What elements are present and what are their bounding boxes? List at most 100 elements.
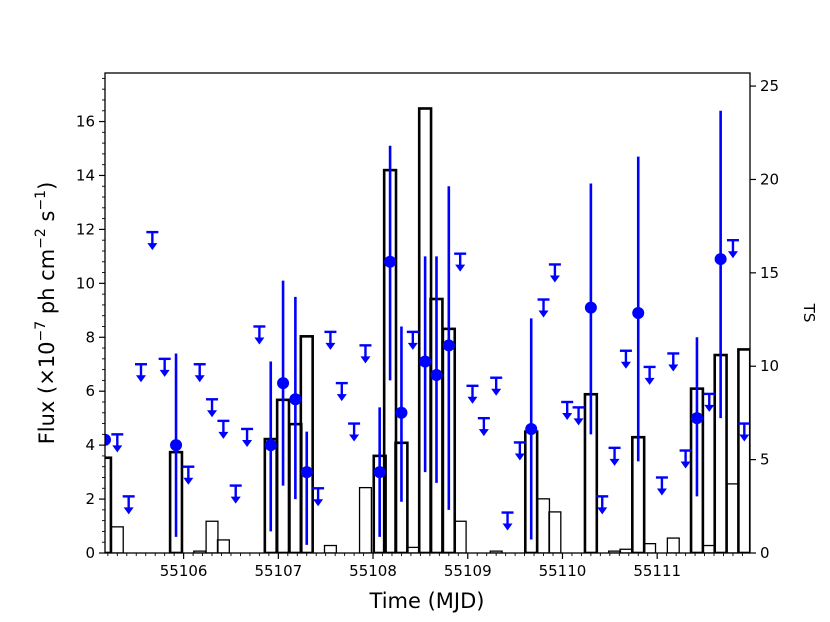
upper-limit-head [159,369,170,377]
flux-point [632,307,645,319]
ts-bar [406,546,420,553]
upper-limit-arrow [596,495,609,515]
upper-limit-arrow [548,263,561,283]
flux-point [525,422,538,435]
ts-bar [216,539,230,553]
upper-limit-arrow [134,363,147,383]
upper-limit-arrow [726,238,739,259]
ts-bar [299,335,314,553]
upper-limit-head [147,243,158,251]
upper-limit-head [668,364,679,372]
ts-bar [110,526,124,553]
ts-tick-label: 15 [760,264,779,282]
ts-bar [536,498,551,553]
upper-limit-head [704,404,715,412]
upper-limit-head [360,356,371,364]
upper-limit-head [407,342,418,350]
flux-errorbars [174,110,722,545]
upper-limit-arrow [206,398,219,418]
upper-limit-head [207,410,218,418]
ts-bar [358,486,373,553]
upper-limit-head [123,507,134,515]
upper-limit-head [336,394,347,402]
ts-bar [205,520,219,553]
y-tick-label: 0 [85,544,95,562]
upper-limit-head [491,388,502,396]
x-tick-label: 55109 [444,562,492,580]
ts-bar [666,537,680,553]
y-tick-label: 14 [76,166,95,184]
flux-point [300,466,313,479]
flux-point [264,439,277,452]
flux-point [430,369,443,382]
upper-limit-arrow [253,325,266,345]
upper-limit-head [739,434,750,442]
y-axis-ticks: 0 2 4 6 8 10 12 14 16 [76,77,105,562]
upper-limit-arrow [655,476,668,496]
upper-limit-arrow [335,381,348,402]
upper-limit-arrow [122,495,135,515]
y-tick-label: 6 [85,382,95,400]
flux-point [442,339,455,352]
upper-limit-arrow [312,487,325,507]
upper-limit-head [502,523,513,531]
upper-limit-head [218,431,229,439]
x-axis-title: Time (MJD) [369,589,485,613]
upper-limit-head [597,507,608,515]
upper-limit-arrow [229,484,242,504]
upper-limit-head [183,477,194,485]
upper-limit-arrow [679,449,692,469]
upper-limit-head [478,429,489,437]
ts-tick-label: 0 [760,544,770,562]
flux-point [277,377,290,390]
ts-bar [643,543,657,553]
upper-limit-arrow [466,384,479,404]
ts-bar [702,544,716,553]
upper-limit-arrow [643,365,656,385]
upper-limit-head [242,439,253,447]
upper-limit-arrow [217,419,230,439]
upper-limit-head [514,453,525,461]
flux-point [584,301,597,314]
flux-point [373,466,386,479]
y-tick-label: 4 [85,436,95,454]
y-tick-label: 2 [85,490,95,508]
y-axis-title: Flux (×10−7 ph cm−2 s−1) [33,182,59,445]
upper-limit-arrow [561,400,574,420]
upper-limit-head [609,458,620,466]
upper-limit-head [549,275,560,283]
y-tick-label: 8 [85,328,95,346]
ts-bar [453,520,467,553]
ts-axis-title: TS [800,303,818,323]
upper-limit-arrow [182,465,195,485]
upper-limit-head [135,375,146,383]
upper-limit-arrow [501,511,514,531]
upper-limit-arrow [490,376,503,396]
y-tick-label: 16 [76,113,95,131]
flux-points [105,253,727,479]
upper-limit-head [313,499,324,507]
upper-limit-head [230,496,241,504]
ts-tick-label: 20 [760,170,779,188]
upper-limit-arrow [359,344,372,364]
upper-limit-arrow [667,352,680,372]
ts-bar [323,544,337,553]
upper-limit-arrow [324,330,337,350]
upper-limit-head [254,337,265,345]
upper-limit-arrow [454,252,467,272]
upper-limit-arrow [146,230,159,251]
x-tick-label: 55107 [254,562,302,580]
upper-limit-arrow [193,363,206,383]
flux-point [170,439,183,452]
upper-limit-head [573,418,584,426]
upper-limit-head [455,264,466,272]
upper-limit-head [194,375,205,383]
upper-limit-arrow [608,446,621,466]
x-tick-label: 55108 [349,562,397,580]
ts-tick-label: 10 [760,357,779,375]
upper-limit-head [538,310,549,318]
upper-limit-arrow [111,433,124,453]
upper-limit-arrow [738,422,750,442]
upper-limit-arrow [348,422,361,442]
